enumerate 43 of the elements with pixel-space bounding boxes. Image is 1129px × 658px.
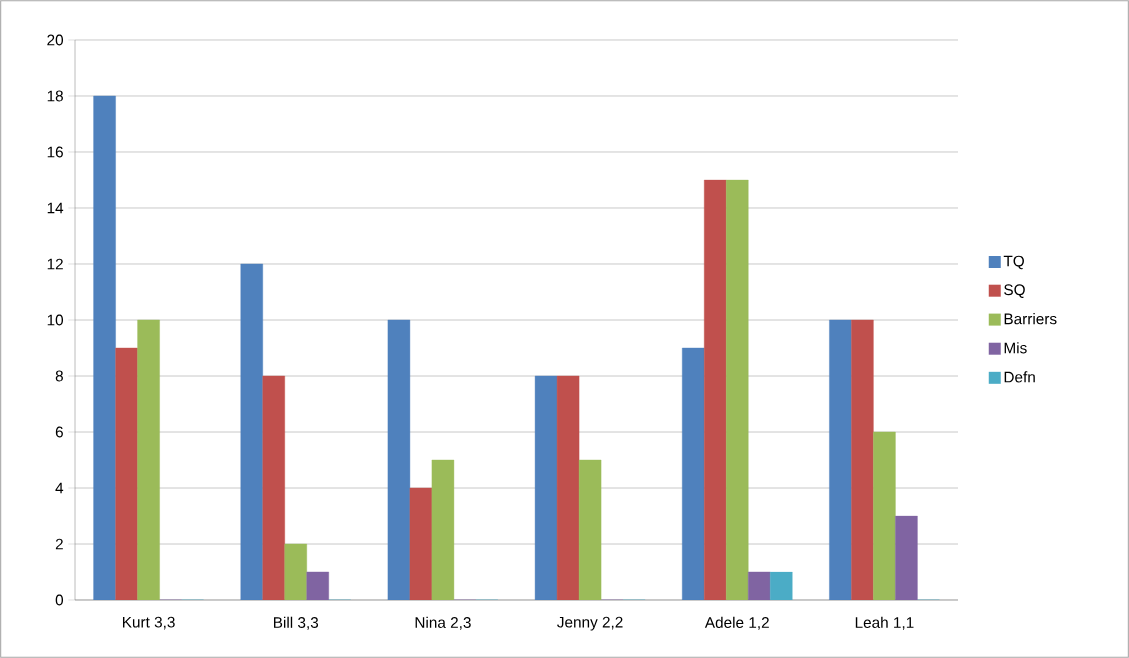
- y-tick-label: 18: [47, 90, 63, 102]
- bar: [240, 263, 263, 600]
- x-tick-label: Jenny 2,2: [557, 616, 623, 631]
- legend-label: Defn: [1004, 371, 1035, 383]
- y-tick-label: 16: [47, 146, 63, 158]
- bar: [873, 431, 896, 600]
- bar: [851, 319, 874, 600]
- y-tick-label: 10: [47, 314, 64, 326]
- y-tick-label: 20: [47, 34, 64, 46]
- bar: [387, 319, 411, 600]
- bar: [556, 375, 580, 600]
- bar: [748, 571, 771, 600]
- legend-label: Barriers: [1004, 313, 1057, 325]
- y-tick-label: 0: [55, 594, 64, 606]
- x-tick-label: Nina 2,3: [415, 616, 471, 630]
- y-tick-label: 4: [55, 482, 64, 494]
- bar: [306, 571, 329, 600]
- legend-label: Mis: [1004, 342, 1027, 354]
- x-tick-label: Leah 1,1: [855, 616, 914, 630]
- x-tick-label: Adele 1,2: [704, 616, 769, 630]
- y-tick-label: 14: [47, 202, 64, 214]
- y-tick-label: 2: [55, 538, 63, 550]
- y-tick-label: 8: [55, 370, 63, 382]
- bar: [534, 375, 558, 600]
- bar: [895, 515, 918, 600]
- bar: [726, 179, 749, 600]
- bar: [682, 347, 705, 600]
- legend-label: TQ: [1003, 255, 1024, 270]
- y-tick-label: 6: [55, 426, 63, 438]
- bar: [115, 347, 138, 600]
- bar: [284, 543, 307, 600]
- bar: [704, 179, 727, 600]
- bar: [829, 319, 852, 600]
- bar: [578, 459, 602, 600]
- bar: [431, 459, 455, 600]
- y-tick-label: 12: [47, 258, 63, 270]
- bar: [409, 487, 433, 600]
- bar: [262, 375, 285, 600]
- bar: [93, 95, 116, 600]
- x-tick-label: Kurt 3,3: [122, 616, 175, 630]
- bar: [137, 319, 160, 600]
- legend-label: SQ: [1004, 284, 1025, 298]
- x-tick-label: Bill 3,3: [273, 616, 319, 630]
